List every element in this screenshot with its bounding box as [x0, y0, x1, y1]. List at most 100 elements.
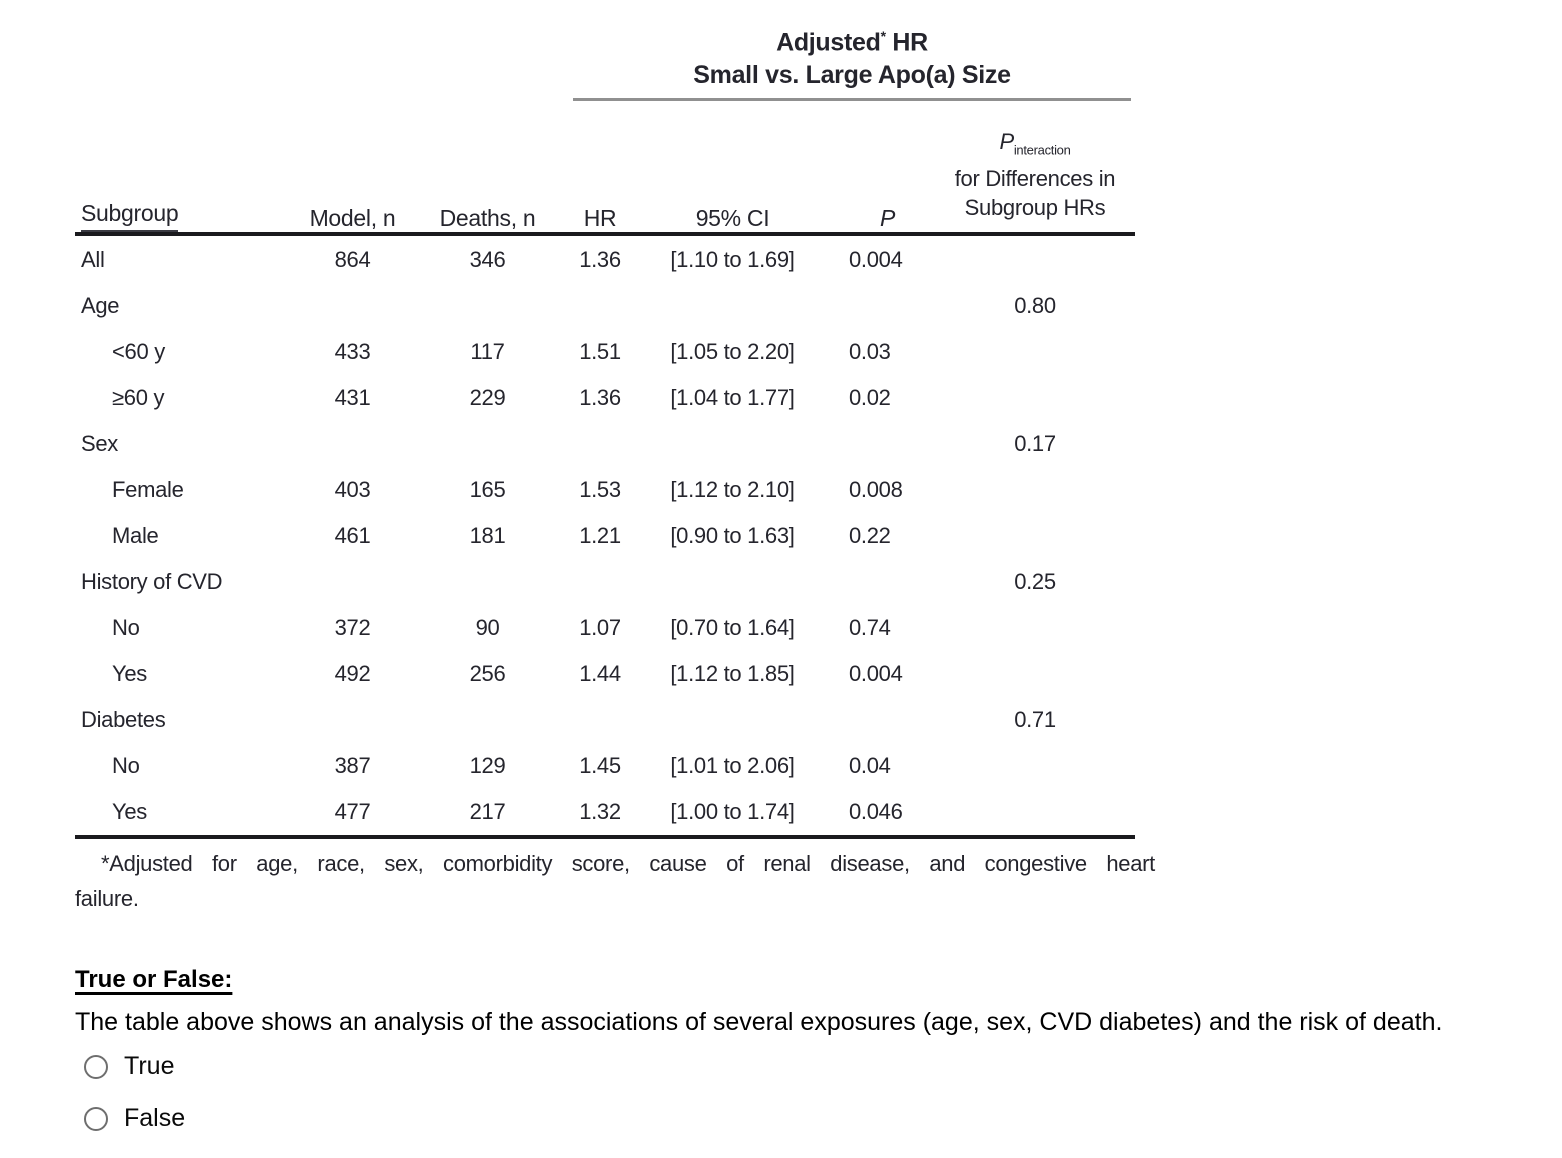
spanner-rule: [573, 98, 1131, 101]
p-interaction-column-header: Pinteraction for Differences in Subgroup…: [935, 127, 1135, 222]
cell-p: 0.74: [849, 615, 891, 640]
table-spanner-title: Adjusted* HR Small vs. Large Apo(a) Size: [573, 20, 1131, 92]
cell-hr: 1.36: [579, 247, 621, 272]
footnote-line1: *Adjusted for age, race, sex, comorbidit…: [101, 851, 1155, 876]
cell-label: <60 y: [112, 339, 165, 364]
cell-hr: 1.51: [579, 339, 621, 364]
table-row: All 864 346 1.36 [1.10 to 1.69] 0.004: [75, 237, 1135, 283]
table-row: Yes 477 217 1.32 [1.00 to 1.74] 0.046: [75, 789, 1135, 835]
option-true[interactable]: True: [84, 1052, 174, 1081]
table-body: All 864 346 1.36 [1.10 to 1.69] 0.004 Age 0.80 <…: [75, 237, 1135, 835]
footnote-line2: failure.: [75, 886, 139, 911]
table-footnote: *Adjusted for age, race, sex, comorbidit…: [75, 846, 1155, 916]
p-interaction-symbol: Pinteraction: [999, 129, 1071, 158]
cell-model: 864: [334, 247, 371, 272]
cell-model: 461: [334, 523, 371, 548]
cell-label: Age: [81, 293, 120, 318]
cell-ci: [1.12 to 2.10]: [670, 477, 795, 502]
cell-deaths: 217: [469, 799, 506, 824]
table-row: Age 0.80: [75, 283, 1135, 329]
cell-deaths: 229: [469, 385, 506, 410]
cell-label: Female: [112, 477, 184, 502]
spanner-title-line1: Adjusted* HR: [776, 28, 928, 57]
table-row: Yes 492 256 1.44 [1.12 to 1.85] 0.004: [75, 651, 1135, 697]
cell-p: 0.22: [849, 523, 891, 548]
option-false-label: False: [124, 1104, 186, 1132]
table-row: Male 461 181 1.21 [0.90 to 1.63] 0.22: [75, 513, 1135, 559]
cell-ci: [1.12 to 1.85]: [670, 661, 795, 686]
radio-true-icon[interactable]: [84, 1054, 108, 1079]
cell-hr: 1.07: [579, 615, 621, 640]
cell-label: Yes: [112, 799, 147, 824]
cell-pint: 0.80: [1014, 293, 1056, 318]
cell-deaths: 165: [469, 477, 506, 502]
column-header-model: Model, n: [309, 205, 396, 231]
table-row: Sex 0.17: [75, 421, 1135, 467]
cell-p: 0.004: [849, 247, 903, 272]
table-row: <60 y 433 117 1.51 [1.05 to 2.20] 0.03: [75, 329, 1135, 375]
table-row: Female 403 165 1.53 [1.12 to 2.10] 0.008: [75, 467, 1135, 513]
radio-false-icon[interactable]: [84, 1106, 108, 1131]
cell-ci: [0.70 to 1.64]: [670, 615, 795, 640]
cell-deaths: 181: [469, 523, 506, 548]
question-text: The table above shows an analysis of the…: [75, 1008, 1443, 1036]
table-row: No 387 129 1.45 [1.01 to 2.06] 0.04: [75, 743, 1135, 789]
cell-p: 0.004: [849, 661, 903, 686]
cell-model: 372: [334, 615, 371, 640]
table-row: ≥60 y 431 229 1.36 [1.04 to 1.77] 0.02: [75, 375, 1135, 421]
column-header-hr: HR: [583, 205, 617, 231]
option-true-label: True: [124, 1052, 175, 1080]
cell-label: Sex: [81, 431, 119, 456]
cell-p: 0.046: [849, 799, 903, 824]
cell-p: 0.008: [849, 477, 903, 502]
cell-model: 403: [334, 477, 371, 502]
cell-deaths: 256: [469, 661, 506, 686]
cell-pint: 0.17: [1014, 431, 1056, 456]
cell-model: 431: [334, 385, 371, 410]
cell-hr: 1.36: [579, 385, 621, 410]
cell-label: Diabetes: [81, 707, 166, 732]
spanner-title-line2: Small vs. Large Apo(a) Size: [693, 61, 1011, 90]
cell-ci: [1.05 to 2.20]: [670, 339, 795, 364]
footnote-marker: *: [880, 28, 886, 44]
table-row: Diabetes 0.71: [75, 697, 1135, 743]
cell-pint: 0.25: [1014, 569, 1056, 594]
cell-deaths: 90: [475, 615, 500, 640]
column-header-deaths: Deaths, n: [439, 205, 536, 231]
question-heading: True or False:: [75, 966, 233, 993]
cell-label: Yes: [112, 661, 147, 686]
cell-hr: 1.45: [579, 753, 621, 778]
cell-hr: 1.53: [579, 477, 621, 502]
table-row: History of CVD 0.25: [75, 559, 1135, 605]
cell-label: ≥60 y: [112, 385, 165, 410]
cell-deaths: 346: [469, 247, 506, 272]
cell-model: 492: [334, 661, 371, 686]
cell-hr: 1.44: [579, 661, 621, 686]
table-row: No 372 90 1.07 [0.70 to 1.64] 0.74: [75, 605, 1135, 651]
cell-hr: 1.32: [579, 799, 621, 824]
column-header-ci: 95% CI: [695, 205, 770, 231]
cell-p: 0.02: [849, 385, 891, 410]
column-header-p: P: [879, 205, 896, 231]
cell-ci: [1.00 to 1.74]: [670, 799, 795, 824]
column-header-subgroup: Subgroup: [75, 200, 305, 232]
cell-pint: 0.71: [1014, 707, 1056, 732]
cell-ci: [1.10 to 1.69]: [670, 247, 795, 272]
option-false[interactable]: False: [84, 1104, 185, 1133]
cell-p: 0.04: [849, 753, 891, 778]
table-header-row: Subgroup Model, n Deaths, n HR 95% CI P: [75, 192, 1135, 232]
table-bottom-rule: [75, 835, 1135, 839]
cell-ci: [1.01 to 2.06]: [670, 753, 795, 778]
table-top-rule: [75, 232, 1135, 236]
cell-deaths: 129: [469, 753, 506, 778]
cell-model: 387: [334, 753, 371, 778]
cell-label: History of CVD: [81, 569, 223, 594]
cell-model: 433: [334, 339, 371, 364]
cell-p: 0.03: [849, 339, 891, 364]
cell-model: 477: [334, 799, 371, 824]
cell-deaths: 117: [470, 339, 505, 364]
cell-ci: [0.90 to 1.63]: [670, 523, 795, 548]
cell-label: No: [112, 753, 140, 778]
cell-label: All: [81, 247, 105, 272]
